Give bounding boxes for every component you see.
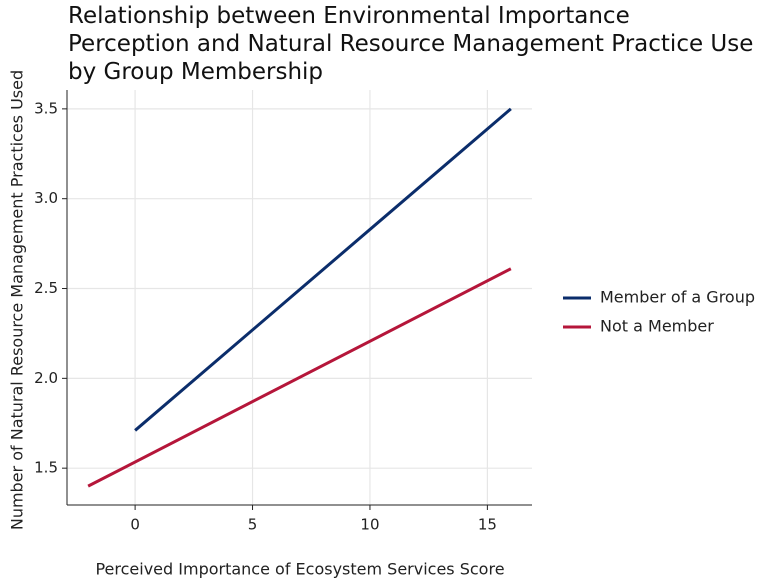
y-axis-label: Number of Natural Resource Management Pr…	[8, 70, 27, 530]
legend-label: Member of a Group	[600, 288, 755, 307]
x-tick-label: 15	[478, 516, 497, 534]
x-tick-label: 0	[130, 516, 140, 534]
legend-label: Not a Member	[600, 317, 714, 336]
series-line	[87, 267, 512, 488]
x-axis-label: Perceived Importance of Ecosystem Servic…	[95, 560, 504, 579]
series-line	[134, 107, 512, 432]
y-tick-label: 3.5	[34, 99, 58, 117]
x-tick-label: 10	[360, 516, 379, 534]
y-tick-label: 3.0	[34, 189, 58, 207]
chart-title: Relationship between Environmental Impor…	[68, 3, 754, 85]
y-tick-label: 2.0	[34, 369, 58, 387]
y-tick-label: 2.5	[34, 279, 58, 297]
y-tick-label: 1.5	[34, 459, 58, 477]
x-tick-label: 5	[248, 516, 258, 534]
